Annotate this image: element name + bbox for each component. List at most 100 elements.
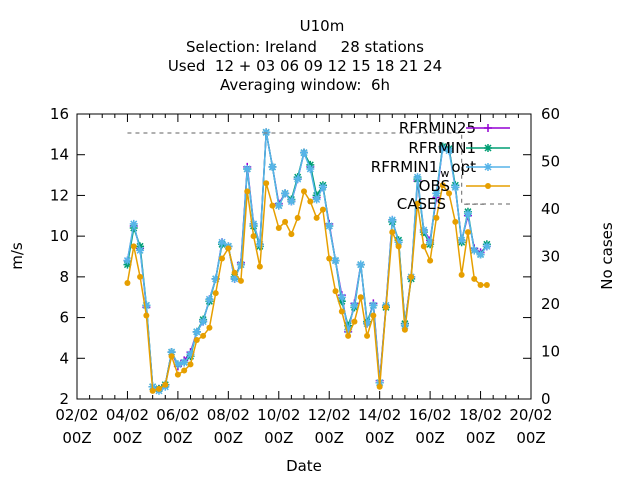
point — [243, 164, 252, 173]
series-line-rfrmin1-opt — [126, 132, 488, 392]
point — [262, 128, 271, 137]
point — [432, 189, 441, 198]
y-tick-label: 12 — [50, 186, 69, 204]
point — [337, 293, 346, 302]
point — [452, 218, 459, 225]
point — [225, 245, 232, 252]
point — [180, 358, 189, 367]
y-tick-label: 4 — [59, 349, 69, 367]
point — [249, 219, 258, 228]
point — [269, 202, 276, 209]
y2-tick-label: 60 — [541, 105, 560, 123]
x-tick-label-hour: 00Z — [113, 429, 142, 447]
series-line-cases — [127, 132, 487, 205]
point — [129, 219, 138, 228]
x-tick-label-date: 14/02 — [358, 406, 401, 424]
point — [123, 260, 132, 269]
point — [357, 294, 364, 301]
point — [205, 295, 214, 304]
y2-axis-label: No cases — [598, 222, 616, 290]
point — [363, 319, 372, 328]
point — [206, 324, 213, 331]
point — [287, 197, 296, 206]
point — [212, 290, 219, 297]
point — [167, 348, 176, 357]
axes-group: 2 4 6 8 10 12 14 16 0 10 20 30 40 50 60 02/02 00Z 04/02 00… — [50, 105, 560, 447]
point — [211, 274, 220, 283]
point — [268, 162, 277, 171]
point — [173, 360, 182, 369]
point — [482, 242, 491, 251]
point — [345, 332, 352, 339]
y2-tick-label: 30 — [541, 248, 560, 266]
point — [193, 336, 200, 343]
x-tick-label-date: 04/02 — [106, 406, 149, 424]
x-tick-label-date: 20/02 — [509, 406, 552, 424]
point — [413, 173, 422, 182]
point — [356, 260, 365, 269]
point — [143, 312, 150, 319]
point — [395, 243, 402, 250]
point — [130, 243, 137, 250]
y2-tick-label: 0 — [541, 390, 551, 408]
point — [338, 308, 345, 315]
point — [476, 250, 485, 259]
x-tick-label-hour: 00Z — [516, 429, 545, 447]
point — [199, 317, 208, 326]
point — [445, 146, 454, 155]
series-obs — [124, 180, 490, 394]
y-tick-label: 6 — [59, 309, 69, 327]
point — [263, 180, 270, 187]
y-tick-label: 16 — [50, 105, 69, 123]
point — [218, 238, 227, 247]
chart-title-group: U10m Selection: Ireland 28 stations Used… — [168, 17, 442, 94]
point — [470, 246, 479, 255]
point — [162, 381, 169, 388]
point — [477, 282, 484, 288]
point — [344, 321, 353, 330]
legend-entry-rfrmin1: RFRMIN1 — [408, 139, 510, 157]
y-axis-label: m/s — [8, 242, 26, 270]
point — [123, 256, 132, 265]
point — [192, 327, 201, 336]
point — [451, 183, 460, 192]
point — [426, 238, 435, 247]
chart-subtitle-used: Used 12 + 03 06 09 12 15 18 21 24 — [168, 57, 442, 75]
y2-tick-label: 20 — [541, 295, 560, 313]
x-tick-label-date: 02/02 — [55, 406, 98, 424]
point — [244, 188, 251, 195]
point — [307, 198, 314, 205]
series-layer — [123, 128, 491, 395]
point — [419, 226, 428, 235]
point — [351, 318, 358, 325]
point — [149, 387, 156, 394]
y2-tick-label: 50 — [541, 153, 560, 171]
point — [326, 255, 333, 262]
point — [350, 301, 359, 310]
y2-tick-label: 10 — [541, 343, 560, 361]
point — [294, 214, 301, 221]
x-tick-label-hour: 00Z — [415, 429, 444, 447]
legend-entry-obs: OBS — [419, 177, 510, 195]
point — [382, 304, 389, 311]
point — [187, 361, 194, 368]
point — [344, 325, 353, 334]
point — [282, 218, 289, 225]
point — [313, 214, 320, 221]
point — [471, 275, 478, 282]
point — [401, 326, 408, 333]
point — [255, 240, 264, 249]
legend-label: CASES — [397, 195, 446, 213]
point — [484, 124, 492, 132]
series-cases — [127, 132, 487, 205]
legend-entry-rfrmin25: RFRMIN25 — [399, 119, 510, 137]
x-tick-label-hour: 00Z — [62, 429, 91, 447]
point — [312, 191, 321, 200]
y-tick-label: 10 — [50, 227, 69, 245]
point — [231, 269, 238, 276]
point — [427, 257, 434, 264]
x-tick-label-date: 12/02 — [308, 406, 351, 424]
point — [237, 277, 244, 284]
point — [420, 243, 427, 250]
